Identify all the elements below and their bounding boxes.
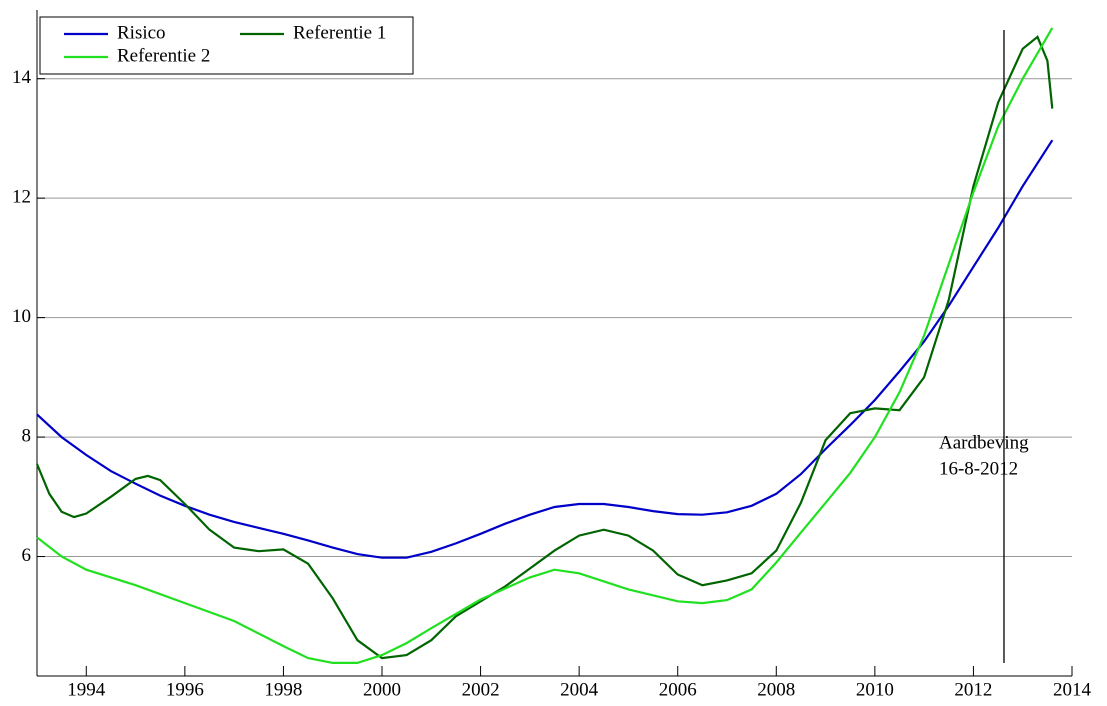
series-line	[36, 139, 1054, 559]
y-tick-label: 8	[22, 425, 32, 446]
event-label: 16-8-2012	[939, 458, 1018, 479]
legend-label: Risico	[117, 22, 166, 43]
y-tick-label: 6	[22, 545, 32, 566]
x-tick-label: 2002	[462, 679, 500, 700]
series-line	[36, 27, 1054, 664]
y-tick-label: 10	[12, 306, 31, 327]
x-tick-label: 1994	[67, 679, 106, 700]
legend-label: Referentie 2	[117, 45, 210, 66]
x-tick-label: 2008	[757, 679, 795, 700]
x-tick-label: 2004	[560, 679, 599, 700]
y-tick-label: 12	[12, 187, 31, 208]
event-label: Aardbeving	[939, 432, 1029, 453]
x-tick-label: 1996	[166, 679, 204, 700]
y-tick-label: 14	[12, 67, 32, 88]
x-tick-label: 2012	[954, 679, 992, 700]
x-tick-label: 2014	[1053, 679, 1092, 700]
x-tick-label: 2006	[659, 679, 697, 700]
x-tick-label: 2000	[363, 679, 401, 700]
legend-box	[39, 16, 414, 75]
x-tick-label: 2010	[856, 679, 894, 700]
x-tick-label: 1998	[264, 679, 302, 700]
legend-label: Referentie 1	[293, 22, 386, 43]
series-line	[35, 35, 1054, 660]
